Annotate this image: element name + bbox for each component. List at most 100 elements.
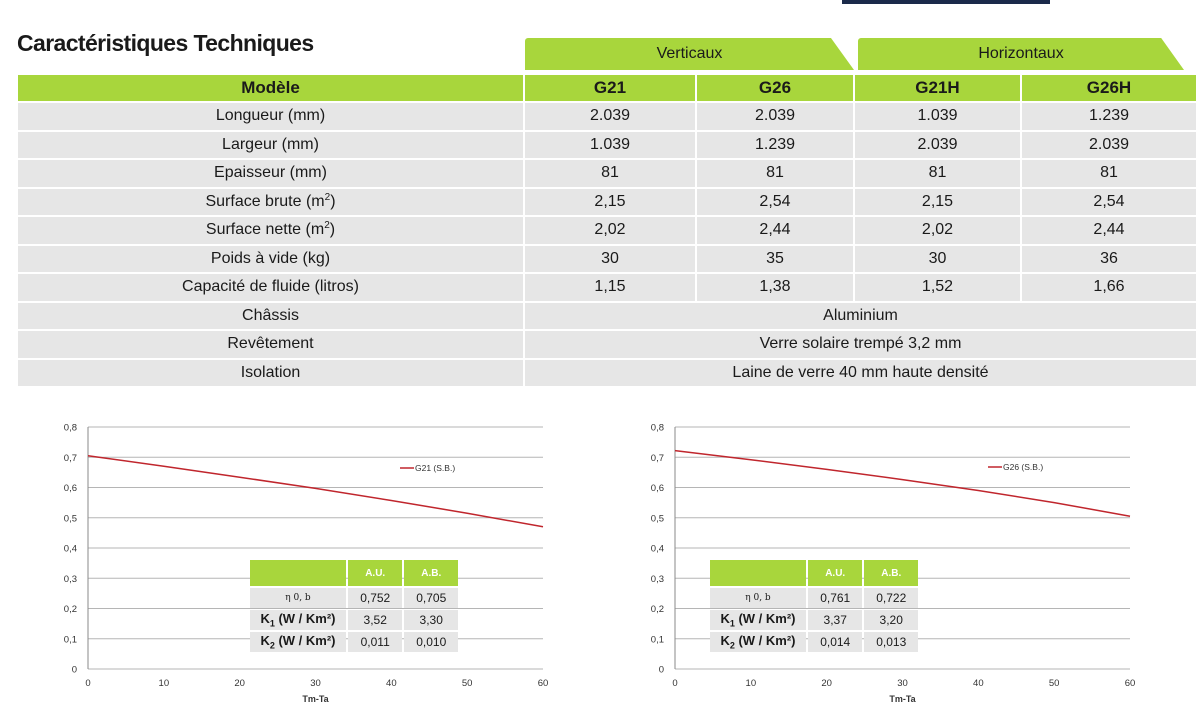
coef-corner: [710, 560, 806, 586]
coef-header-ab: A.B.: [864, 560, 918, 586]
coef-label-suffix: (W / Km²): [734, 611, 796, 627]
x-tick-label: 0: [85, 678, 90, 689]
coef-label-suffix: (W / Km²): [274, 611, 336, 627]
coef-label-k1: K1 (W / Km²): [710, 610, 806, 630]
subscript: 1: [729, 618, 735, 629]
x-tick-label: 60: [538, 678, 549, 689]
cell-value: 81: [1022, 160, 1196, 187]
row-label-text: Surface brute (m: [205, 192, 325, 210]
y-tick-label: 0,7: [651, 453, 664, 464]
y-tick-label: 0,8: [651, 423, 664, 434]
coef-value: 0,722: [864, 588, 918, 608]
coef-header-ab: A.B.: [404, 560, 458, 586]
coef-row: K1 (W / Km²) 3,37 3,20: [710, 610, 918, 630]
coef-label-k2: K2 (W / Km²): [710, 632, 806, 652]
coef-value: 0,705: [404, 588, 458, 608]
y-tick-label: 0,7: [64, 453, 77, 464]
y-tick-label: 0: [72, 665, 77, 676]
coef-header-au: A.U.: [807, 560, 863, 586]
cell-value: 2,44: [697, 217, 853, 244]
row-label: Revêtement: [18, 331, 523, 358]
coef-row: η 0, b 0,761 0,722: [710, 588, 918, 608]
subscript: 2: [269, 640, 275, 651]
coef-label-k2: K2 (W / Km²): [250, 632, 346, 652]
row-label: Surface nette (m2): [18, 217, 523, 244]
row-label-suffix: ): [329, 221, 336, 239]
coef-label-text: K: [720, 633, 730, 649]
coef-label-eta: η 0, b: [710, 588, 806, 608]
superscript: 2: [324, 191, 331, 203]
coef-header-row: A.U. A.B.: [250, 560, 458, 586]
x-axis-label: Tm-Ta: [889, 694, 916, 704]
x-tick-label: 20: [234, 678, 245, 689]
x-tick-label: 0: [672, 678, 677, 689]
cell-value: 2.039: [855, 131, 1020, 158]
cell-value: 1.039: [855, 103, 1020, 130]
row-label: Isolation: [18, 359, 523, 386]
coef-label-suffix: (W / Km²): [734, 633, 796, 649]
group-header-horizontal: Horizontaux: [858, 38, 1184, 70]
y-tick-label: 0,8: [64, 423, 77, 434]
cell-value: 1,52: [855, 274, 1020, 301]
top-banner-strip: [842, 0, 1050, 4]
cell-value: 81: [525, 160, 695, 187]
table-row: Châssis Aluminium: [18, 302, 1196, 329]
coefficient-table-g26: A.U. A.B. η 0, b 0,761 0,722 K1 (W / Km²…: [708, 558, 920, 654]
cell-value: 2.039: [697, 103, 853, 130]
page-title: Caractéristiques Techniques: [17, 30, 314, 56]
table-header-row: Modèle G21 G26 G21H G26H: [18, 75, 1196, 101]
group-header-vertical: Verticaux: [525, 38, 854, 70]
cell-value: 2,02: [855, 217, 1020, 244]
cell-value: 1.239: [697, 131, 853, 158]
cell-value: 30: [525, 245, 695, 272]
row-label-text: Surface nette (m: [205, 221, 325, 239]
x-tick-label: 30: [897, 678, 908, 689]
coef-value: 3,30: [404, 610, 458, 630]
table-row: Poids à vide (kg) 30 35 30 36: [18, 245, 1196, 272]
cell-value: 1.039: [525, 131, 695, 158]
cell-value: 2,54: [1022, 188, 1196, 215]
model-header-g26: G26: [697, 75, 853, 101]
coef-label-k1: K1 (W / Km²): [250, 610, 346, 630]
coef-row: K1 (W / Km²) 3,52 3,30: [250, 610, 458, 630]
coef-label-eta: η 0, b: [250, 588, 346, 608]
coef-value: 3,52: [347, 610, 403, 630]
y-tick-label: 0: [659, 665, 664, 676]
y-tick-label: 0,1: [64, 634, 77, 645]
merged-cell-value: Laine de verre 40 mm haute densité: [525, 359, 1196, 386]
x-tick-label: 60: [1125, 678, 1136, 689]
coef-header-row: A.U. A.B.: [710, 560, 918, 586]
model-header-g26h: G26H: [1022, 75, 1196, 101]
cell-value: 1,66: [1022, 274, 1196, 301]
cell-value: 1.239: [1022, 103, 1196, 130]
cell-value: 36: [1022, 245, 1196, 272]
y-tick-label: 0,5: [64, 513, 77, 524]
coef-value: 0,010: [404, 632, 458, 652]
row-label-suffix: ): [330, 192, 336, 210]
x-axis-label: Tm-Ta: [302, 694, 329, 704]
table-row: Longueur (mm) 2.039 2.039 1.039 1.239: [18, 103, 1196, 130]
coef-row: η 0, b 0,752 0,705: [250, 588, 458, 608]
model-header-g21: G21: [525, 75, 695, 101]
x-tick-label: 40: [973, 678, 984, 689]
coef-value: 3,20: [864, 610, 918, 630]
x-tick-label: 50: [1049, 678, 1060, 689]
y-tick-label: 0,1: [651, 634, 664, 645]
row-label: Capacité de fluide (litros): [18, 274, 523, 301]
x-tick-label: 40: [386, 678, 397, 689]
table-row: Epaisseur (mm) 81 81 81 81: [18, 160, 1196, 187]
row-label: Epaisseur (mm): [18, 160, 523, 187]
row-label: Châssis: [18, 302, 523, 329]
table-row: Capacité de fluide (litros) 1,15 1,38 1,…: [18, 274, 1196, 301]
coef-value: 0,761: [807, 588, 863, 608]
coef-value: 0,013: [864, 632, 918, 652]
y-tick-label: 0,2: [64, 604, 77, 615]
series-line: [674, 449, 1131, 517]
coef-label-text: K: [260, 633, 270, 649]
series-line: [87, 454, 544, 528]
coef-label-text: K: [720, 611, 730, 627]
x-tick-label: 30: [310, 678, 321, 689]
cell-value: 2,44: [1022, 217, 1196, 244]
y-tick-label: 0,2: [651, 604, 664, 615]
coef-label-suffix: (W / Km²): [274, 633, 336, 649]
